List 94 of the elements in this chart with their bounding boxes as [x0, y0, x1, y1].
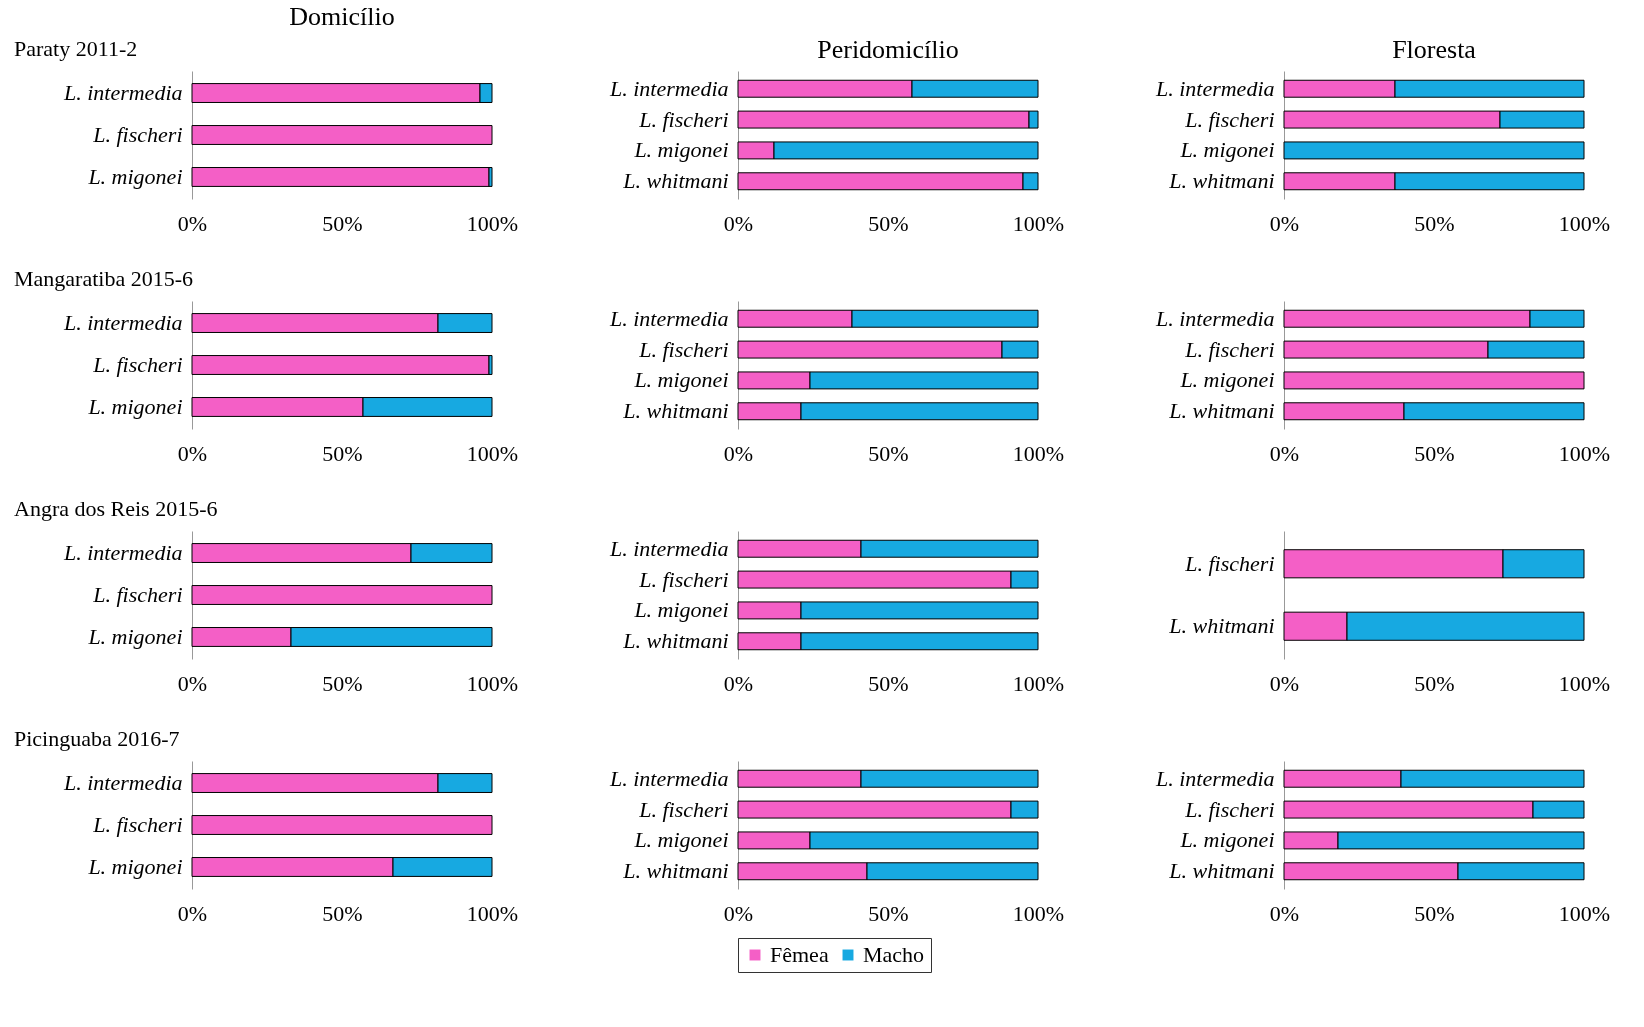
x-tick-label: 50%: [322, 210, 363, 236]
x-tick-label: 50%: [868, 440, 909, 466]
y-tick-label: L. migonei: [633, 367, 729, 393]
y-tick-label: L. fischeri: [1184, 796, 1275, 822]
y-tick-label: L. migonei: [87, 163, 183, 189]
y-tick-label: L. fischeri: [638, 566, 729, 592]
y-tick-label: L. intermedia: [608, 305, 729, 331]
y-tick-label: L. intermedia: [62, 540, 183, 566]
x-tick-label: 100%: [1558, 900, 1611, 926]
x-tick-label: 0%: [723, 900, 754, 926]
y-tick-label: L. intermedia: [608, 765, 729, 791]
y-tick-label: L. migonei: [1179, 367, 1275, 393]
y-tick-label: L. whitmani: [1168, 613, 1275, 639]
x-tick-label: 50%: [322, 440, 363, 466]
y-tick-label: L. whitmani: [622, 168, 729, 194]
x-tick-label: 0%: [723, 440, 754, 466]
y-tick-label: L. migonei: [87, 853, 183, 879]
x-tick-label: 50%: [1414, 670, 1455, 696]
x-tick-label: 50%: [868, 900, 909, 926]
x-tick-label: 50%: [1414, 900, 1455, 926]
text: Picinguaba 2016-7: [14, 726, 180, 751]
x-tick-label: 50%: [868, 210, 909, 236]
x-tick-label: 100%: [466, 670, 519, 696]
y-tick-label: L. migonei: [87, 623, 183, 649]
x-tick-label: 100%: [466, 440, 519, 466]
x-tick-label: 0%: [1269, 210, 1300, 236]
y-tick-label: L. fischeri: [1184, 550, 1275, 576]
x-tick-label: 50%: [322, 670, 363, 696]
x-tick-label: 100%: [466, 210, 519, 236]
x-tick-label: 0%: [177, 670, 208, 696]
y-tick-label: L. migonei: [633, 137, 729, 163]
x-tick-label: 100%: [1012, 900, 1065, 926]
y-tick-label: L. fischeri: [638, 796, 729, 822]
x-tick-label: 100%: [1558, 440, 1611, 466]
x-tick-label: 0%: [177, 440, 208, 466]
bar: [191, 815, 493, 835]
x-tick-label: 100%: [1012, 210, 1065, 236]
bar: [191, 585, 493, 605]
y-tick-label: L. fischeri: [638, 336, 729, 362]
x-tick-label: 50%: [868, 670, 909, 696]
y-tick-label: L. fischeri: [1184, 336, 1275, 362]
y-tick-label: L. intermedia: [62, 80, 183, 106]
y-tick-label: L. intermedia: [608, 535, 729, 561]
x-tick-label: 0%: [1269, 900, 1300, 926]
x-tick-label: 0%: [177, 900, 208, 926]
y-tick-label: L. fischeri: [92, 812, 183, 837]
y-tick-label: L. whitmani: [622, 398, 729, 424]
x-tick-label: 100%: [466, 900, 519, 926]
text: Angra dos Reis 2015-6: [14, 496, 218, 521]
legend-label: Macho: [863, 942, 925, 967]
x-tick-label: 0%: [1269, 670, 1300, 696]
x-tick-label: 100%: [1558, 210, 1611, 236]
x-tick-label: 50%: [1414, 440, 1455, 466]
y-tick-label: L. intermedia: [1154, 305, 1275, 331]
y-tick-label: L. fischeri: [92, 122, 183, 147]
y-tick-label: L. migonei: [87, 393, 183, 419]
y-tick-label: L. intermedia: [608, 75, 729, 101]
chart-title: Floresta: [1392, 35, 1477, 64]
bar: [1283, 371, 1585, 390]
text: Mangaratiba 2015-6: [14, 266, 193, 291]
x-tick-label: 50%: [1414, 210, 1455, 236]
x-tick-label: 100%: [1558, 670, 1611, 696]
y-tick-label: L. intermedia: [1154, 75, 1275, 101]
y-tick-label: L. whitmani: [1168, 168, 1275, 194]
x-tick-label: 0%: [1269, 440, 1300, 466]
y-tick-label: L. fischeri: [638, 106, 729, 132]
y-tick-label: L. fischeri: [92, 582, 183, 607]
y-tick-label: L. intermedia: [1154, 765, 1275, 791]
y-tick-label: L. whitmani: [622, 628, 729, 654]
y-tick-label: L. migonei: [1179, 137, 1275, 163]
chart-title: Domicílio: [289, 2, 395, 31]
y-tick-label: L. migonei: [633, 597, 729, 623]
chart-title: Peridomicílio: [817, 35, 959, 64]
legend-label: Fêmea: [770, 942, 829, 967]
x-tick-label: 0%: [177, 210, 208, 236]
y-tick-label: L. intermedia: [62, 770, 183, 796]
y-tick-label: L. whitmani: [1168, 858, 1275, 884]
y-tick-label: L. whitmani: [622, 858, 729, 884]
bar: [191, 125, 493, 145]
bar: [191, 167, 490, 187]
x-tick-label: 100%: [1012, 440, 1065, 466]
x-tick-label: 0%: [723, 670, 754, 696]
text: Paraty 2011-2: [14, 36, 138, 61]
y-tick-label: L. migonei: [633, 827, 729, 853]
y-tick-label: L. fischeri: [1184, 106, 1275, 132]
y-tick-label: L. migonei: [1179, 827, 1275, 853]
bar: [1283, 141, 1585, 160]
x-tick-label: 100%: [1012, 670, 1065, 696]
x-tick-label: 0%: [723, 210, 754, 236]
y-tick-label: L. fischeri: [92, 352, 183, 377]
y-tick-label: L. whitmani: [1168, 398, 1275, 424]
x-tick-label: 50%: [322, 900, 363, 926]
bar: [191, 355, 490, 375]
y-tick-label: L. intermedia: [62, 310, 183, 336]
